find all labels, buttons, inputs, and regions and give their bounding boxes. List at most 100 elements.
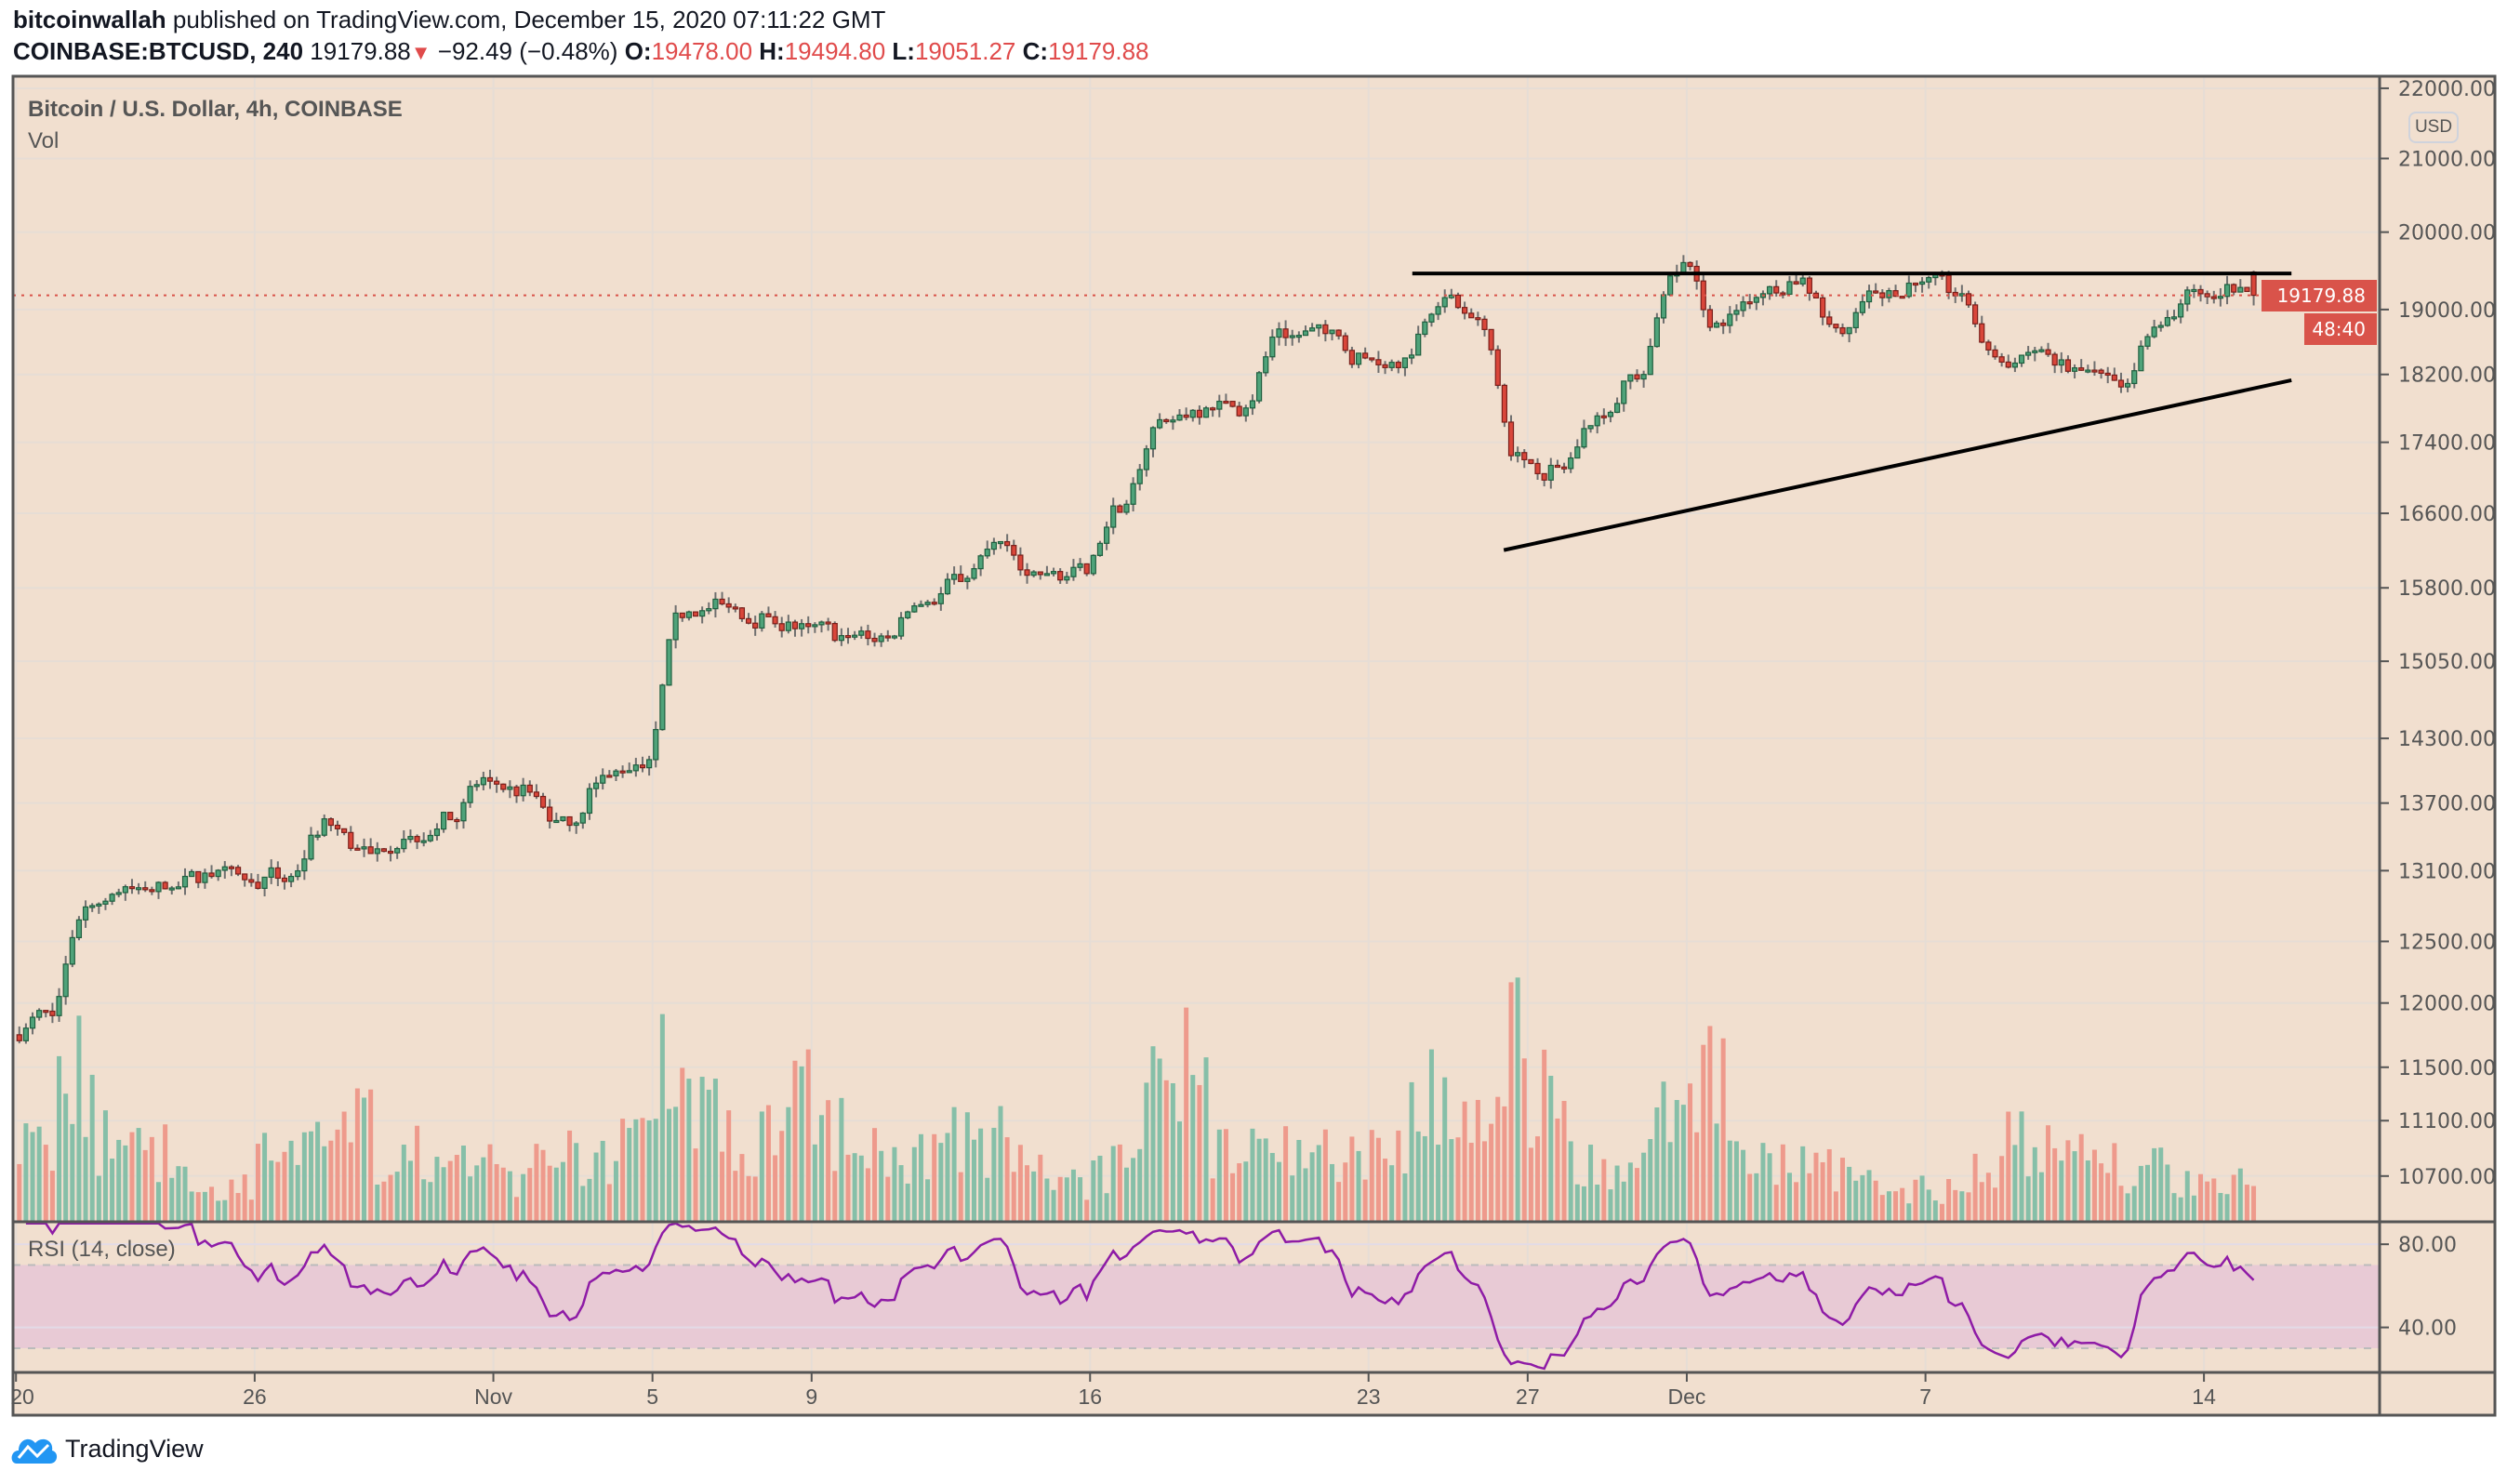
candle-body	[971, 568, 977, 579]
volume-bar	[613, 1160, 618, 1222]
candle-body	[1574, 446, 1581, 459]
volume-bar	[1561, 1101, 1567, 1222]
volume-bar	[1104, 1193, 1109, 1222]
open-value: 19478.00	[651, 37, 753, 65]
candle-body	[586, 788, 593, 815]
candle-body	[1183, 414, 1189, 418]
candle-body	[75, 919, 83, 938]
candle-body	[2151, 326, 2157, 338]
volume-bar	[1906, 1203, 1912, 1222]
volume-bar	[640, 1118, 645, 1222]
candle-body	[22, 1027, 29, 1041]
candle-body	[1255, 372, 1263, 402]
volume-bar	[1250, 1128, 1255, 1222]
time-tick-label: 23	[1357, 1385, 1381, 1409]
candle-body	[361, 846, 367, 850]
volume-bar	[262, 1133, 268, 1222]
volume-bar	[1667, 1142, 1673, 1222]
volume-bar	[362, 1097, 367, 1222]
volume-bar	[1269, 1152, 1275, 1222]
volume-bar	[1773, 1185, 1779, 1222]
candle-body	[287, 875, 295, 882]
volume-bar	[1521, 1058, 1527, 1222]
volume-bar	[646, 1120, 652, 1222]
volume-bar	[30, 1132, 35, 1222]
candle-body	[1475, 317, 1481, 321]
volume-bar	[587, 1178, 592, 1222]
volume-bar	[547, 1165, 552, 1222]
volume-bar	[1694, 1132, 1700, 1222]
volume-bar	[328, 1140, 334, 1222]
candle-body	[1839, 326, 1846, 335]
volume-bar	[216, 1200, 221, 1222]
volume-bar	[746, 1175, 751, 1222]
candle-body	[1263, 356, 1269, 374]
volume-bar	[1031, 1171, 1037, 1222]
volume-bar	[1362, 1179, 1368, 1222]
volume-bar	[659, 1014, 665, 1222]
candle-body	[1149, 427, 1157, 450]
candle-body	[1322, 324, 1329, 335]
candle-body	[43, 1010, 49, 1014]
candle-body	[1157, 418, 1163, 429]
candle-body	[1581, 428, 1587, 448]
candle-body	[950, 574, 958, 580]
volume-legend[interactable]: Vol	[28, 128, 60, 153]
tradingview-logo[interactable]: TradingView	[11, 1432, 204, 1465]
rsi-legend[interactable]: RSI (14, close)	[28, 1237, 176, 1262]
volume-bar	[1833, 1191, 1838, 1222]
price-tick-label: 16600.00	[2398, 503, 2496, 526]
volume-bar	[2105, 1173, 2111, 1222]
volume-bar	[1290, 1175, 1295, 1222]
volume-bar	[812, 1144, 817, 1222]
candle-body	[242, 873, 248, 881]
candle-body	[1667, 275, 1674, 296]
price-tick-label: 15050.00	[2398, 651, 2496, 674]
candle-body	[221, 866, 228, 871]
candle-body	[1859, 300, 1866, 313]
candle-body	[1070, 566, 1077, 577]
candle-body	[1229, 401, 1236, 407]
volume-bar	[699, 1077, 705, 1222]
candle-body	[1348, 350, 1355, 365]
volume-bar	[1760, 1143, 1766, 1222]
price-tick-label: 21000.00	[2398, 148, 2496, 171]
candle-body	[1541, 472, 1547, 481]
volume-bar	[2138, 1165, 2143, 1222]
candle-body	[692, 611, 699, 617]
author-name[interactable]: bitcoinwallah	[13, 6, 166, 33]
candle-body	[433, 828, 441, 837]
candle-body	[937, 592, 944, 604]
candle-body	[1501, 384, 1507, 423]
candle-body	[36, 1010, 43, 1018]
currency-button[interactable]: USD	[2408, 112, 2459, 143]
candle-body	[460, 802, 467, 822]
candle-body	[520, 784, 526, 797]
volume-bar	[1813, 1152, 1819, 1222]
volume-bar	[1568, 1141, 1573, 1222]
candle-body	[367, 846, 374, 855]
candle-body	[560, 815, 566, 822]
volume-bar	[765, 1105, 771, 1222]
candle-body	[745, 617, 752, 624]
price-tick-label: 14300.00	[2398, 728, 2496, 751]
candle-body	[1945, 274, 1952, 294]
candle-body	[539, 795, 547, 808]
volume-bar	[2099, 1163, 2104, 1222]
volume-bar	[169, 1177, 175, 1222]
candle-body	[1600, 415, 1607, 418]
candle-body	[2032, 350, 2038, 353]
volume-bar	[1436, 1145, 1441, 1222]
candle-body	[440, 812, 447, 830]
volume-bar	[733, 1171, 738, 1222]
volume-bar	[1926, 1189, 1931, 1222]
volume-bar	[1489, 1123, 1494, 1222]
volume-bar	[1064, 1177, 1069, 1222]
candle-body	[944, 578, 951, 595]
candle-body	[1011, 545, 1017, 556]
candle-body	[1316, 324, 1322, 329]
volume-bar	[1396, 1130, 1401, 1222]
volume-bar	[1481, 1141, 1487, 1222]
candle-body	[1621, 380, 1627, 404]
